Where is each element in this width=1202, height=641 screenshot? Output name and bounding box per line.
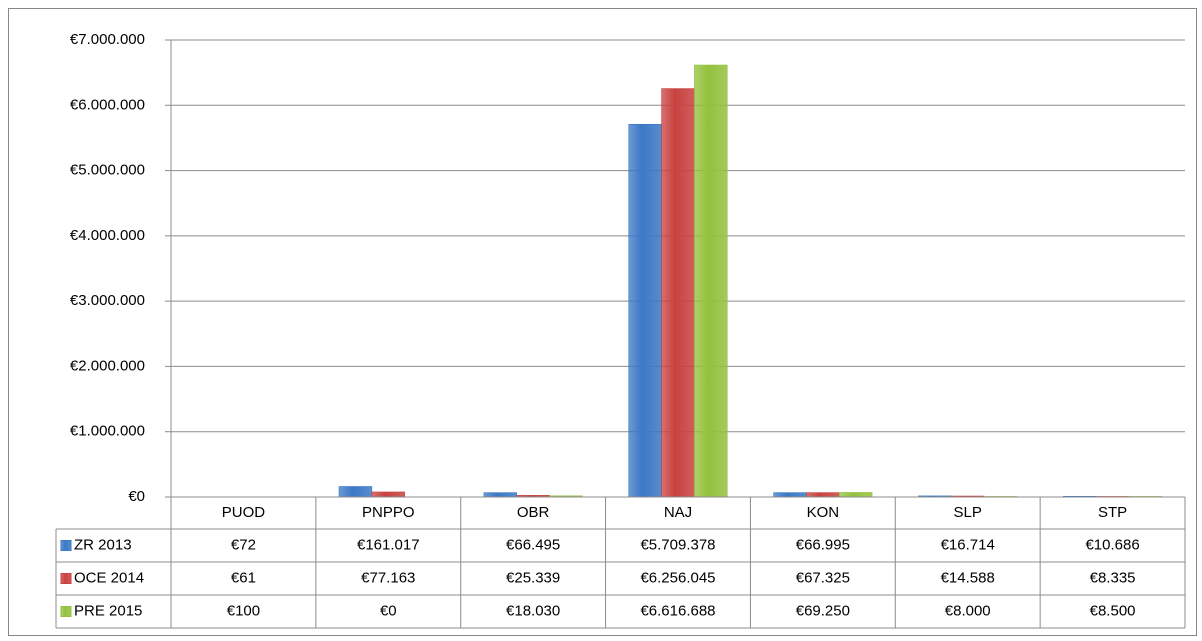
y-tick-label: €0 xyxy=(128,488,145,505)
x-tick-label: STP xyxy=(1098,504,1127,521)
bar xyxy=(806,492,840,498)
y-tick-label: €3.000.000 xyxy=(70,292,145,309)
table-value: €72 xyxy=(231,536,256,553)
y-tick-label: €4.000.000 xyxy=(70,227,145,244)
table-value: €8.335 xyxy=(1090,569,1136,586)
bar xyxy=(338,486,373,498)
table-value: €6.616.688 xyxy=(640,602,715,619)
table-value: €61 xyxy=(231,569,256,586)
y-tick-label: €2.000.000 xyxy=(70,357,145,374)
legend-key xyxy=(60,540,72,551)
table-value: €161.017 xyxy=(357,536,420,553)
y-tick-label: €7.000.000 xyxy=(70,31,145,48)
table-value: €0 xyxy=(380,602,397,619)
table-value: €5.709.378 xyxy=(640,536,715,553)
bar xyxy=(483,492,518,498)
table-value: €8.000 xyxy=(945,602,991,619)
table-value: €16.714 xyxy=(941,536,995,553)
table-value: €6.256.045 xyxy=(640,569,715,586)
table-value: €25.339 xyxy=(506,569,560,586)
bar xyxy=(838,492,873,498)
y-tick-label: €6.000.000 xyxy=(70,96,145,113)
table-value: €14.588 xyxy=(941,569,995,586)
bar xyxy=(628,123,662,498)
legend-key xyxy=(60,573,72,584)
legend-key xyxy=(60,606,72,617)
table-value: €10.686 xyxy=(1085,536,1139,553)
y-tick-label: €5.000.000 xyxy=(70,162,145,179)
table-value: €18.030 xyxy=(506,602,560,619)
table-value: €100 xyxy=(227,602,260,619)
table-value: €69.250 xyxy=(796,602,850,619)
table-value: €8.500 xyxy=(1090,602,1136,619)
table-value: €67.325 xyxy=(796,569,850,586)
table-value: €66.995 xyxy=(796,536,850,553)
bar xyxy=(773,492,807,498)
legend-label: ZR 2013 xyxy=(74,536,132,553)
legend-label: PRE 2015 xyxy=(74,602,142,619)
y-tick-label: €1.000.000 xyxy=(70,423,145,440)
x-tick-label: KON xyxy=(807,504,840,521)
bar xyxy=(694,64,728,498)
x-tick-label: OBR xyxy=(517,504,550,521)
chart-frame xyxy=(8,8,1197,636)
table-value: €66.495 xyxy=(506,536,560,553)
table-value: €77.163 xyxy=(361,569,415,586)
x-tick-label: SLP xyxy=(954,504,982,521)
legend-label: OCE 2014 xyxy=(74,569,144,586)
bar xyxy=(371,491,406,498)
x-tick-label: PUOD xyxy=(222,504,266,521)
bar xyxy=(661,88,695,498)
x-tick-label: PNPPO xyxy=(362,504,415,521)
x-tick-label: NAJ xyxy=(664,504,692,521)
